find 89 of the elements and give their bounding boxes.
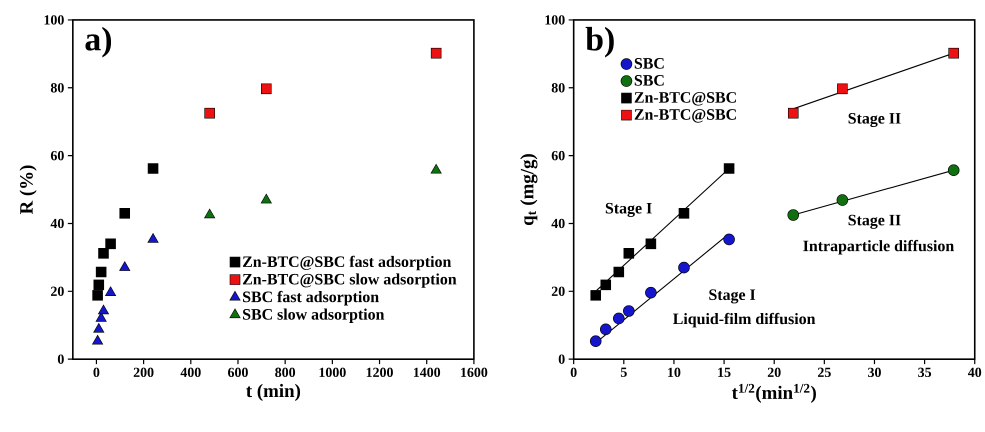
point (260, 194, 272, 204)
x-tick-label: 40 (968, 368, 982, 378)
point (430, 164, 442, 174)
annotation: b) (586, 26, 614, 58)
x-tick-label: 20 (768, 368, 781, 378)
point (590, 335, 602, 347)
x-tick-label: 10 (668, 368, 680, 378)
annotation: Stage I (606, 202, 652, 217)
x-tick-label: 1400 (414, 368, 440, 378)
point (724, 163, 734, 174)
point (787, 209, 800, 221)
point (623, 305, 635, 317)
point (590, 290, 602, 301)
annotation: a) (85, 26, 112, 58)
point (600, 324, 612, 336)
y-tick-label: 40 (551, 218, 565, 228)
point (678, 262, 690, 274)
legend-label: Zn-BTC@SBC fast adsorption (242, 256, 452, 270)
x-tick-label: 800 (275, 368, 296, 378)
point (93, 323, 104, 333)
point (646, 238, 656, 250)
legend-label: Zn-BTC@SBC (634, 92, 736, 106)
point (105, 238, 116, 250)
point (119, 261, 130, 271)
legend-label: Zn-BTC@SBC (634, 109, 736, 123)
x-tick-label: 400 (180, 368, 201, 378)
x-tick-label: 0 (93, 368, 100, 378)
point (614, 266, 624, 278)
y-tick-label: 60 (50, 150, 64, 160)
x-tick-label: 1600 (461, 368, 488, 378)
point (837, 84, 848, 94)
y-tick-label: 60 (552, 150, 565, 160)
point (430, 48, 442, 58)
point (600, 280, 612, 290)
x-tick-label: 1000 (320, 368, 346, 378)
point (645, 286, 657, 298)
point (788, 108, 799, 119)
legend-label: SBC slow adsorption (243, 308, 384, 323)
y-tick-label: 40 (50, 218, 64, 228)
x-tick-label: 0 (570, 368, 577, 378)
legend-label: SBC fast adsorption (243, 290, 379, 306)
point (119, 208, 130, 219)
point (624, 248, 634, 259)
legend-label: SBC (634, 58, 664, 69)
point (98, 248, 109, 259)
x-axis-title: t (min) (246, 384, 300, 401)
point (98, 304, 109, 314)
x-tick-label: 25 (818, 368, 831, 378)
point (92, 334, 104, 344)
annotation: Liquid-film diffusion (673, 312, 816, 328)
y-tick-label: 100 (44, 15, 64, 25)
point (148, 163, 158, 174)
annotation: Stage I (709, 289, 756, 304)
point (678, 208, 690, 219)
y-tick-label: 0 (558, 354, 565, 364)
annotation: Intraparticle diffusion (803, 240, 954, 254)
point (92, 290, 103, 301)
point (261, 84, 272, 94)
y-tick-label: 0 (58, 354, 64, 364)
y-tick-label: 80 (50, 83, 64, 92)
x-tick-label: 15 (718, 368, 731, 377)
point (204, 108, 215, 119)
point (93, 280, 104, 290)
y-tick-label: 100 (545, 15, 565, 25)
legend-label: SBC (634, 75, 664, 86)
annotation: Stage II (848, 112, 901, 128)
legend-label: Zn-BTC@SBC slow adsorption (242, 273, 456, 288)
point (96, 266, 106, 278)
point (948, 48, 959, 58)
point (204, 208, 216, 218)
point (105, 286, 116, 296)
x-tick-label: 600 (228, 368, 248, 378)
point (148, 233, 159, 243)
x-tick-label: 200 (134, 368, 154, 378)
x-axis-title: t$^{1/2}$(min$^{1/2}$) (732, 384, 816, 403)
y-axis-title: R (%) (20, 165, 37, 214)
y-tick-label: 20 (50, 286, 64, 296)
x-tick-label: 1200 (366, 368, 393, 378)
point (836, 194, 848, 206)
x-tick-label: 30 (868, 368, 881, 378)
annotation: Stage II (848, 214, 901, 229)
point (613, 312, 625, 324)
y-axis-title: q$_{t}$ (mg/g) (520, 154, 538, 226)
x-tick-label: 5 (620, 368, 627, 377)
x-tick-label: 35 (918, 368, 932, 378)
y-tick-label: 20 (552, 286, 565, 296)
point (723, 234, 735, 246)
y-tick-label: 80 (552, 83, 565, 92)
point (948, 164, 960, 176)
